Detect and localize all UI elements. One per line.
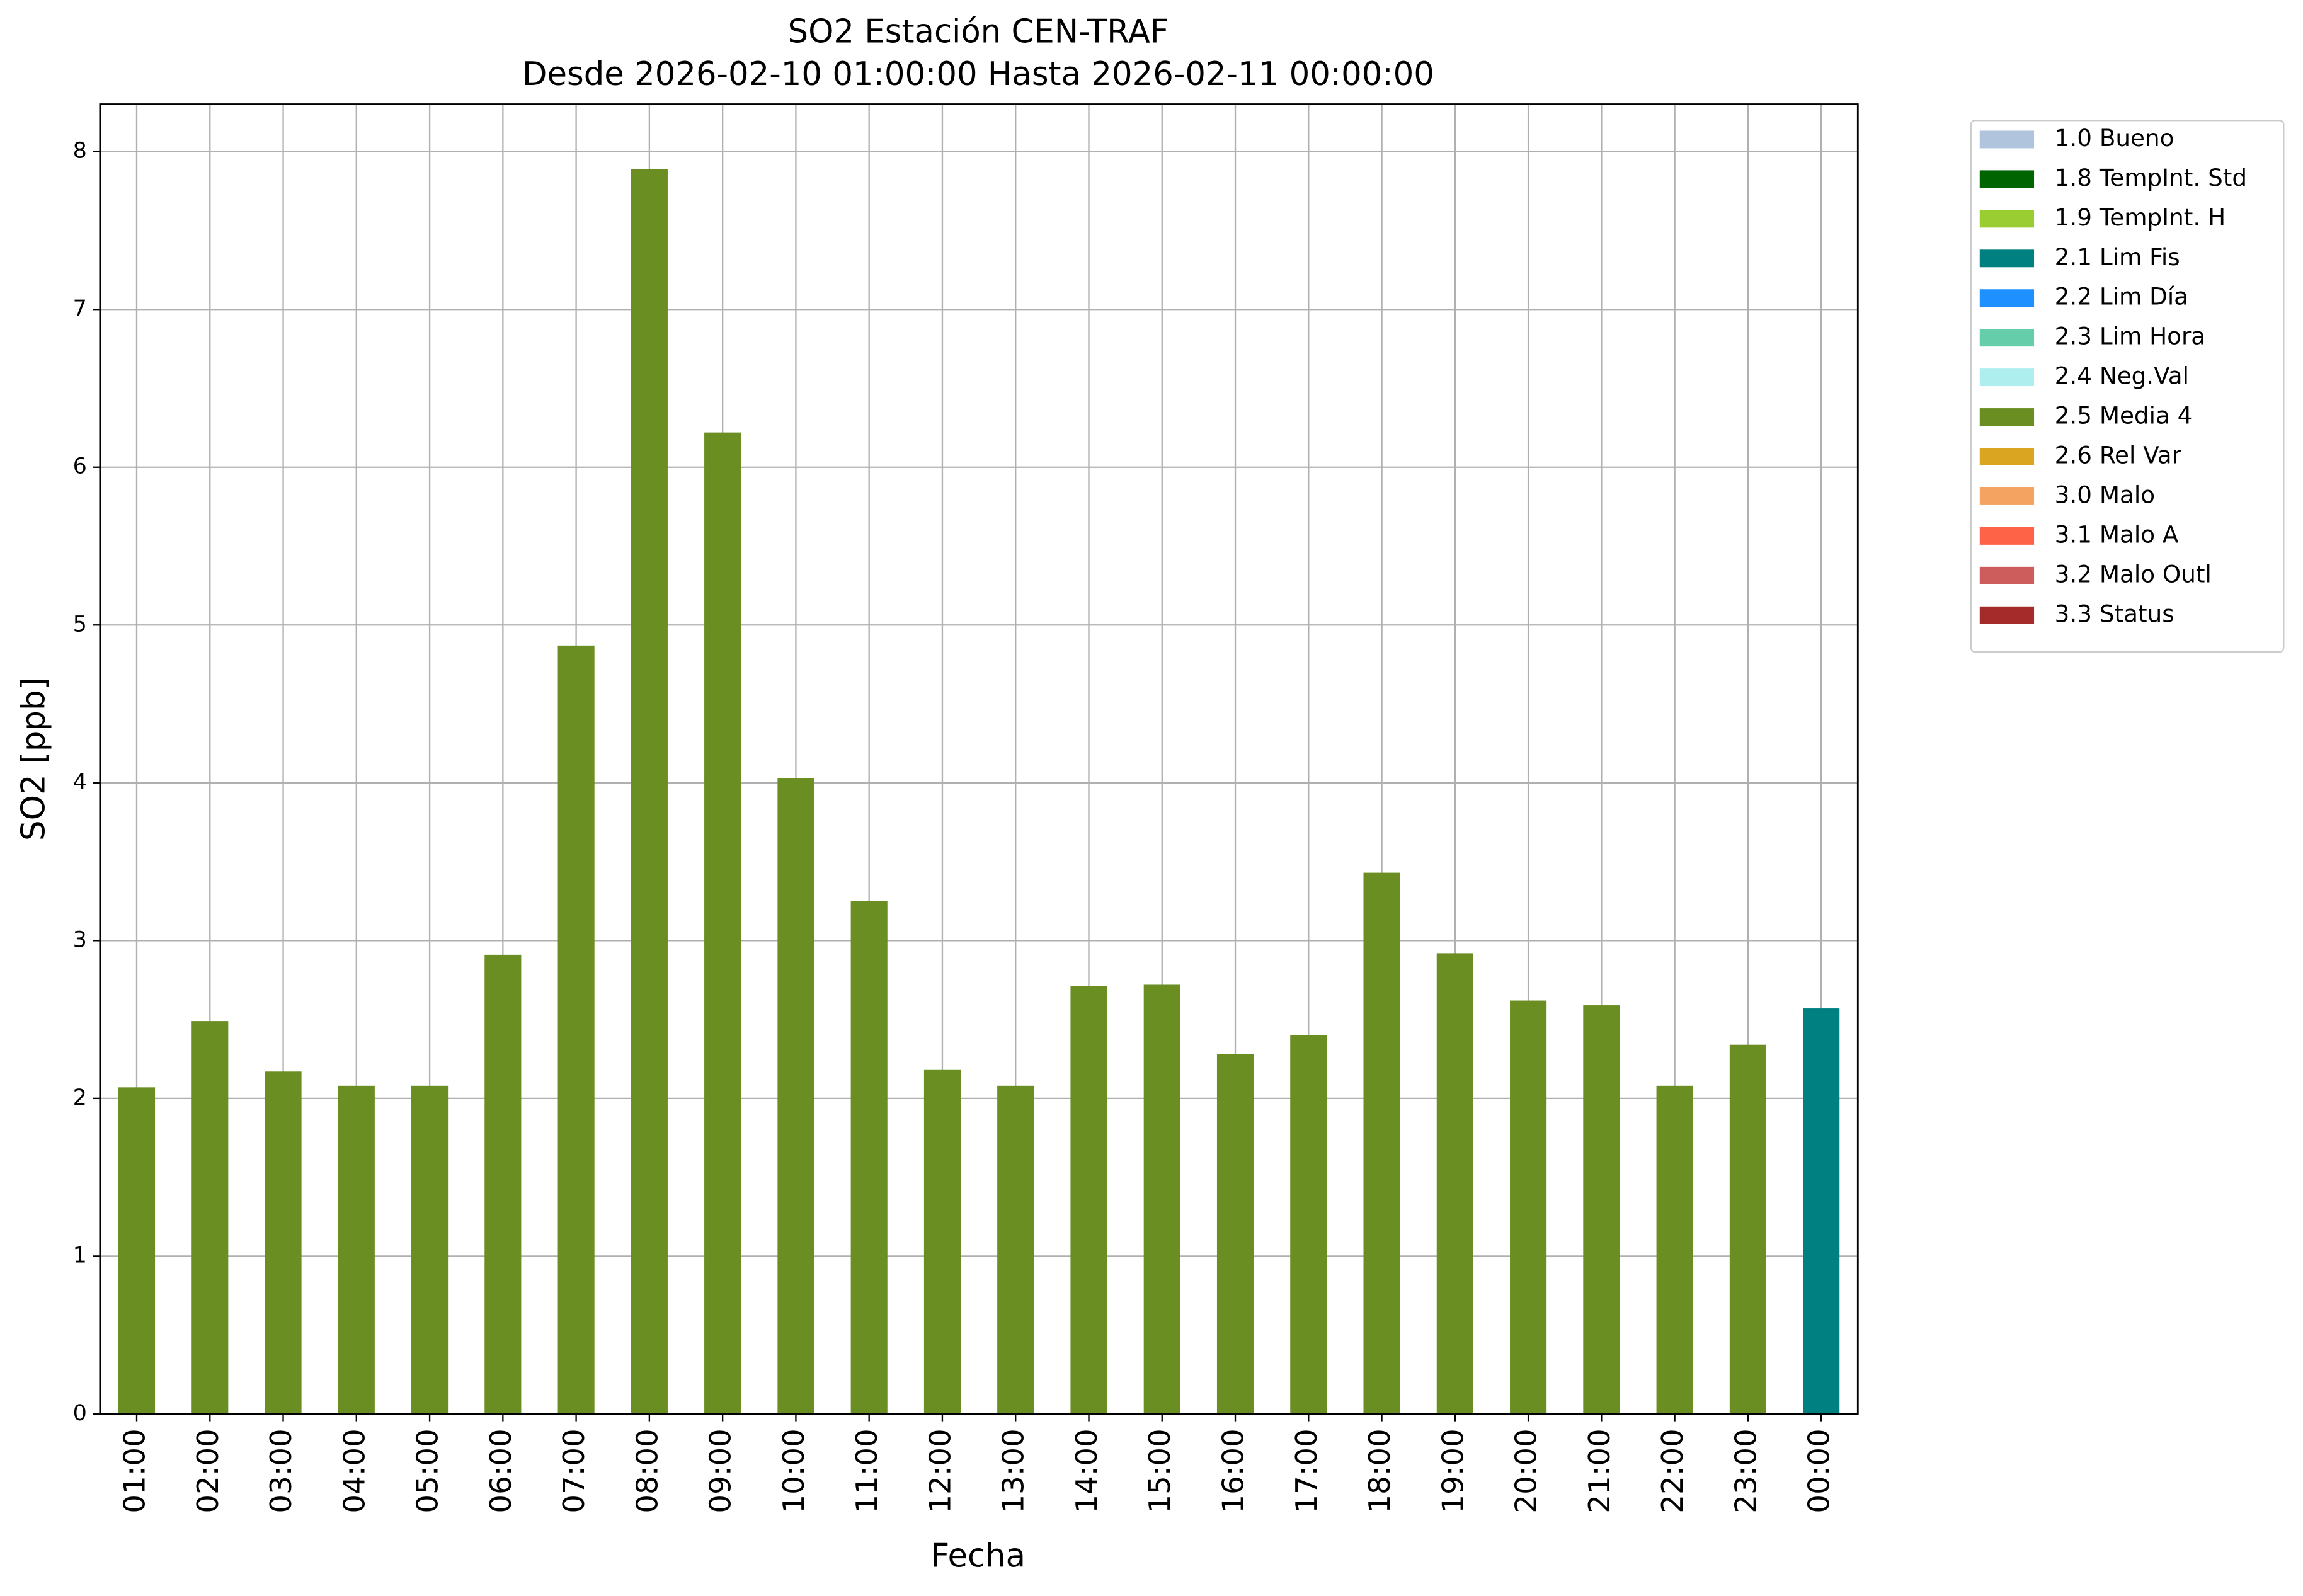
bar: [1803, 1008, 1840, 1414]
x-tick-label: 13:00: [997, 1428, 1031, 1513]
x-tick-label: 21:00: [1582, 1428, 1616, 1513]
bar: [850, 901, 888, 1414]
legend-swatch: [1979, 130, 2035, 149]
legend-swatch: [1979, 289, 2035, 307]
y-tick-label: 5: [73, 612, 87, 637]
legend-swatch: [1979, 170, 2035, 188]
y-tick-label: 4: [73, 770, 87, 795]
legend-label: 3.0 Malo: [2055, 481, 2155, 508]
bar: [1436, 953, 1473, 1414]
bar: [1290, 1035, 1327, 1414]
bar: [997, 1085, 1034, 1414]
bar: [777, 778, 814, 1414]
bar: [1070, 986, 1107, 1414]
legend-swatch: [1979, 249, 2035, 268]
legend-label: 1.0 Bueno: [2055, 124, 2174, 152]
bar: [411, 1085, 449, 1414]
bar: [118, 1087, 156, 1414]
x-tick-label: 18:00: [1363, 1428, 1397, 1513]
bar: [1363, 872, 1400, 1414]
bar: [338, 1085, 375, 1414]
legend-label: 3.1 Malo A: [2055, 520, 2179, 548]
x-tick-label: 23:00: [1729, 1428, 1763, 1513]
x-tick-label: 19:00: [1436, 1428, 1470, 1513]
y-tick-label: 8: [73, 139, 87, 164]
bar: [265, 1071, 302, 1414]
x-tick-label: 04:00: [337, 1428, 371, 1513]
legend-box: [1970, 119, 2285, 653]
x-tick-label: 11:00: [850, 1428, 884, 1513]
legend-label: 2.5 Media 4: [2055, 402, 2193, 430]
x-tick-label: 02:00: [191, 1428, 225, 1513]
bar: [1729, 1044, 1766, 1414]
x-tick-label: 14:00: [1070, 1428, 1104, 1513]
bar: [484, 954, 522, 1414]
legend-label: 2.6 Rel Var: [2055, 441, 2182, 469]
bar: [1583, 1005, 1620, 1414]
legend-label: 3.2 Malo Outl: [2055, 560, 2212, 588]
legend-swatch: [1979, 448, 2035, 465]
bar: [1510, 1000, 1547, 1414]
x-tick-label: 20:00: [1509, 1428, 1543, 1513]
x-tick-label: 22:00: [1655, 1428, 1689, 1513]
bar: [191, 1021, 229, 1414]
legend-swatch: [1979, 408, 2035, 426]
x-tick-label: 01:00: [118, 1428, 152, 1513]
legend-label: 2.2 Lim Día: [2055, 283, 2188, 311]
x-tick-label: 05:00: [411, 1428, 445, 1513]
bar: [1216, 1054, 1254, 1414]
bar: [704, 432, 741, 1414]
legend-swatch: [1979, 527, 2035, 545]
legend-swatch: [1979, 368, 2035, 387]
y-tick-label: 0: [73, 1401, 87, 1426]
y-axis-label: SO2 [ppb]: [14, 678, 52, 841]
x-tick-label: 00:00: [1802, 1428, 1836, 1513]
legend-label: 2.3 Lim Hora: [2055, 322, 2205, 350]
x-tick-label: 08:00: [630, 1428, 664, 1513]
x-tick-label: 09:00: [704, 1428, 738, 1513]
x-axis-label: Fecha: [931, 1537, 1026, 1575]
x-tick-label: 10:00: [777, 1428, 811, 1513]
legend-swatch: [1979, 329, 2035, 347]
x-tick-label: 16:00: [1216, 1428, 1250, 1513]
legend-label: 1.8 TempInt. Std: [2055, 164, 2247, 191]
x-tick-label: 07:00: [557, 1428, 591, 1513]
legend-swatch: [1979, 606, 2035, 624]
bar: [1143, 984, 1180, 1414]
x-tick-label: 06:00: [484, 1428, 518, 1513]
bar: [1656, 1085, 1693, 1414]
y-tick-label: 1: [73, 1243, 87, 1268]
x-tick-label: 03:00: [264, 1428, 298, 1513]
legend-swatch: [1979, 487, 2035, 505]
legend-label: 1.9 TempInt. H: [2055, 203, 2226, 231]
legend-swatch: [1979, 566, 2035, 584]
legend-label: 2.4 Neg.Val: [2055, 362, 2189, 390]
x-tick-label: 15:00: [1143, 1428, 1177, 1513]
legend-label: 2.1 Lim Fis: [2055, 243, 2180, 271]
bar: [923, 1069, 961, 1414]
bar: [631, 169, 668, 1414]
chart-title: SO2 Estación CEN-TRAF: [788, 13, 1169, 51]
bar: [557, 645, 595, 1414]
y-tick-label: 3: [73, 927, 87, 952]
x-tick-label: 17:00: [1289, 1428, 1323, 1513]
legend-swatch: [1979, 210, 2035, 228]
plot-frame: [99, 103, 1859, 1415]
y-tick-label: 7: [73, 296, 87, 321]
y-tick-label: 2: [73, 1085, 87, 1110]
chart-subtitle: Desde 2026-02-10 01:00:00 Hasta 2026-02-…: [522, 55, 1434, 93]
x-tick-label: 12:00: [923, 1428, 957, 1513]
legend-label: 3.3 Status: [2055, 600, 2174, 627]
y-tick-label: 6: [73, 454, 87, 479]
